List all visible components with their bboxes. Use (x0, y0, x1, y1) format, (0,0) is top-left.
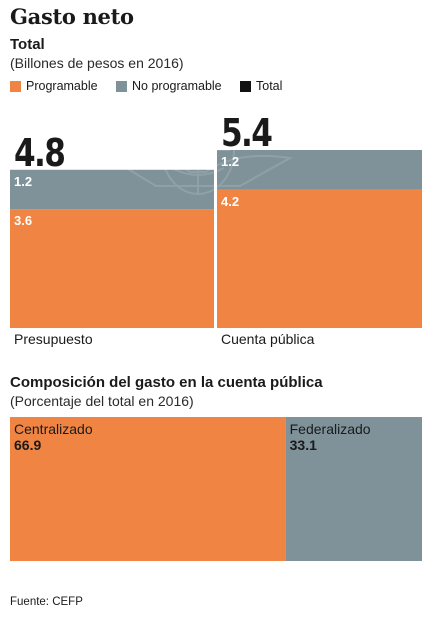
chart-title: Total (10, 36, 45, 53)
legend-swatch (240, 80, 251, 92)
chart-title-composition: Composición del gasto en la cuenta públi… (10, 374, 323, 391)
bar-programable-0 (10, 209, 214, 328)
legend-label: Programable (26, 79, 98, 93)
segment-value: 66.9 (14, 437, 42, 453)
value-label-programable: 3.6 (14, 213, 33, 229)
chart-subtitle: (Billones de pesos en 2016) (10, 55, 184, 71)
category-label: Presupuesto (14, 331, 93, 347)
segment-label: Centralizado (14, 421, 93, 437)
legend-item-total: Total (240, 78, 282, 94)
value-label-no-programable: 1.2 (221, 154, 240, 169)
total-value-label: 5.4 (221, 111, 273, 155)
watermark-emblem (107, 105, 294, 195)
legend-swatch (116, 80, 127, 92)
legend-label: No programable (132, 79, 222, 93)
segment-label: Federalizado (289, 421, 371, 437)
legend-swatch (10, 80, 21, 92)
bar-no-programable-1 (217, 150, 422, 190)
value-label-programable: 4.2 (221, 193, 240, 209)
category-label: Cuenta pública (221, 331, 315, 347)
legend-item-programable: Programable (10, 78, 98, 94)
segment-value: 33.1 (289, 437, 317, 453)
legend-item-no-programable: No programable (116, 78, 222, 94)
segment-centralizado (10, 417, 286, 561)
bar-no-programable-0 (10, 169, 214, 210)
chart-subtitle-composition: (Porcentaje del total en 2016) (10, 393, 194, 409)
page-title: Gasto neto (10, 4, 134, 29)
total-value-label: 4.8 (14, 130, 66, 175)
bar-programable-1 (217, 189, 422, 328)
legend-label: Total (256, 79, 283, 93)
segment-federalizado (285, 417, 422, 561)
value-label-no-programable: 1.2 (14, 173, 33, 189)
stacked-bar-chart (10, 105, 422, 328)
source-note: Fuente: CEFP (10, 596, 83, 608)
